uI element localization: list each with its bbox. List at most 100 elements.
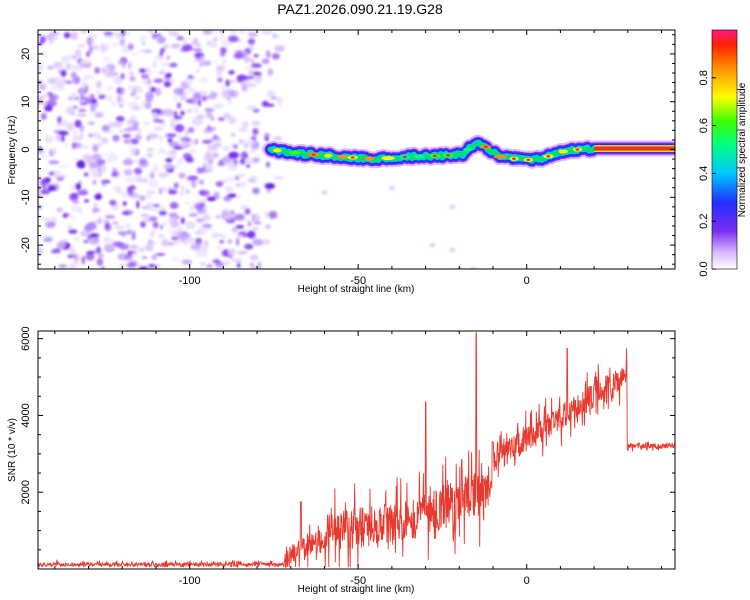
noise-blob: [104, 222, 109, 230]
noise-blob: [210, 116, 215, 121]
noise-blob: [142, 218, 151, 223]
noise-blob: [173, 230, 183, 235]
noise-blob: [125, 119, 137, 125]
noise-blob: [121, 230, 132, 236]
noise-blob: [63, 80, 74, 84]
noise-blob: [185, 237, 196, 243]
noise-blob: [111, 101, 116, 107]
noise-blob: [144, 99, 154, 102]
noise-blob: [90, 41, 94, 45]
noise-blob: [105, 85, 116, 90]
noise-blob: [51, 94, 60, 101]
noise-blob: [40, 189, 51, 195]
noise-blob: [193, 239, 203, 243]
noise-blob: [121, 211, 131, 215]
noise-blob: [168, 141, 180, 148]
noise-blob: [102, 57, 112, 62]
noise-blob: [112, 241, 124, 246]
noise-blob: [60, 121, 65, 124]
noise-blob: [104, 215, 116, 219]
noise-blob: [97, 253, 104, 258]
noise-blob: [77, 44, 85, 48]
noise-blob: [92, 207, 99, 214]
noise-blob: [106, 95, 114, 103]
noise-blob: [73, 254, 80, 259]
noise-blob: [219, 30, 224, 35]
noise-blob: [81, 80, 87, 88]
noise-blob: [74, 49, 82, 58]
noise-blob: [273, 136, 283, 141]
noise-blob: [173, 87, 185, 95]
noise-blob: [210, 232, 221, 239]
colorbar-tick-label: 0.6: [698, 118, 710, 133]
noise-blob: [147, 173, 157, 179]
noise-blob: [38, 34, 44, 38]
noise-blob: [235, 225, 245, 229]
noise-blob: [81, 255, 85, 265]
noise-blob: [249, 148, 254, 154]
y-tick-label: -20: [20, 237, 32, 253]
ridge-peak: [512, 157, 517, 160]
noise-blob: [91, 153, 102, 161]
noise-blob: [90, 104, 96, 113]
x-tick-label: 0: [524, 575, 530, 587]
snr-axes: -100 -50 0 2000 4000 6000: [20, 326, 675, 587]
noise-blob: [126, 186, 137, 190]
noise-blob: [179, 93, 186, 101]
noise-blob: [185, 99, 195, 104]
noise-blob: [62, 78, 66, 82]
ridge-peak: [311, 153, 316, 156]
noise-blob: [106, 158, 111, 163]
noise-blob: [194, 57, 204, 63]
noise-blob: [148, 264, 156, 268]
noise-blob: [111, 32, 120, 36]
x-tick-label: -50: [350, 575, 366, 587]
noise-blob: [101, 137, 109, 144]
ridge-band-core: [594, 146, 675, 151]
noise-blob: [213, 60, 218, 63]
noise-blob: [69, 215, 76, 221]
noise-blob: [94, 143, 103, 147]
noise-blob: [181, 259, 193, 265]
noise-blob: [202, 130, 213, 133]
noise-blob: [161, 238, 169, 247]
noise-blob: [234, 213, 245, 221]
y-tick-label: 4000: [20, 403, 32, 427]
noise-blob: [224, 185, 234, 193]
noise-blob: [126, 31, 130, 35]
noise-blob: [159, 222, 169, 226]
noise-blob: [206, 40, 211, 47]
noise-blob: [158, 211, 167, 216]
noise-blob: [102, 219, 110, 224]
x-tick-label: -100: [179, 275, 201, 287]
noise-blob: [274, 176, 284, 180]
noise-blob: [38, 185, 41, 192]
noise-blob: [204, 107, 214, 113]
noise-blob: [95, 80, 103, 89]
noise-blob: [192, 117, 203, 126]
noise-blob: [103, 153, 108, 156]
noise-blob: [44, 105, 53, 112]
noise-blob: [216, 215, 220, 219]
noise-blob: [137, 49, 147, 53]
noise-blob: [61, 55, 71, 63]
noise-blob: [42, 217, 51, 222]
noise-blob: [177, 157, 184, 165]
noise-blob: [240, 204, 248, 210]
x-tick-label: -50: [350, 275, 366, 287]
noise-blob: [221, 146, 232, 151]
noise-blob: [60, 69, 67, 78]
noise-blob: [222, 259, 231, 266]
noise-blob: [111, 171, 119, 177]
noise-blob: [267, 68, 274, 76]
noise-blob: [190, 204, 194, 212]
noise-blob: [191, 180, 197, 188]
noise-blob: [263, 132, 271, 138]
spectrogram-x-label: Height of straight line (km): [298, 284, 415, 295]
noise-blob: [236, 173, 246, 179]
noise-blob: [97, 94, 106, 100]
noise-blob: [262, 30, 273, 35]
noise-blob: [240, 182, 247, 187]
noise-blob: [218, 117, 225, 122]
noise-blob: [225, 176, 236, 183]
